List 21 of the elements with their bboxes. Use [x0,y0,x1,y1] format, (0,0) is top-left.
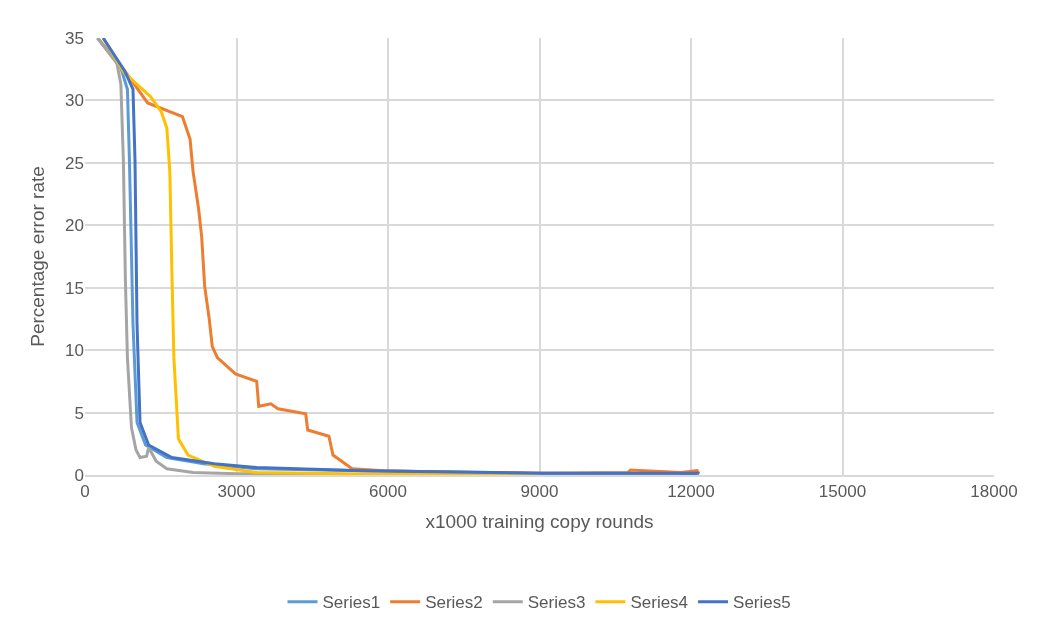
x-tick-label: 18000 [970,482,1018,502]
y-tick-label: 30 [65,91,84,111]
x-tick-label: 6000 [369,482,407,502]
legend-label: Series3 [527,593,586,613]
x-tick-label: 9000 [520,482,559,502]
y-tick-label: 15 [65,278,84,298]
y-tick-label: 35 [65,28,84,48]
y-axis-title: Percentage error rate [26,166,48,347]
x-axis-title: x1000 training copy rounds [425,511,654,533]
y-tick-label: 5 [74,403,84,423]
x-tick-label: 12000 [667,482,715,502]
x-tick-label: 15000 [818,482,867,502]
legend-label: Series1 [322,593,381,613]
legend-label: Series5 [733,593,791,613]
y-tick-label: 20 [65,216,84,236]
legend-label: Series4 [630,593,689,613]
legend-label: Series2 [425,593,483,613]
y-tick-label: 25 [65,153,84,173]
x-tick-label: 3000 [217,482,256,502]
y-tick-label: 10 [65,341,84,361]
y-tick-label: 0 [74,465,84,485]
